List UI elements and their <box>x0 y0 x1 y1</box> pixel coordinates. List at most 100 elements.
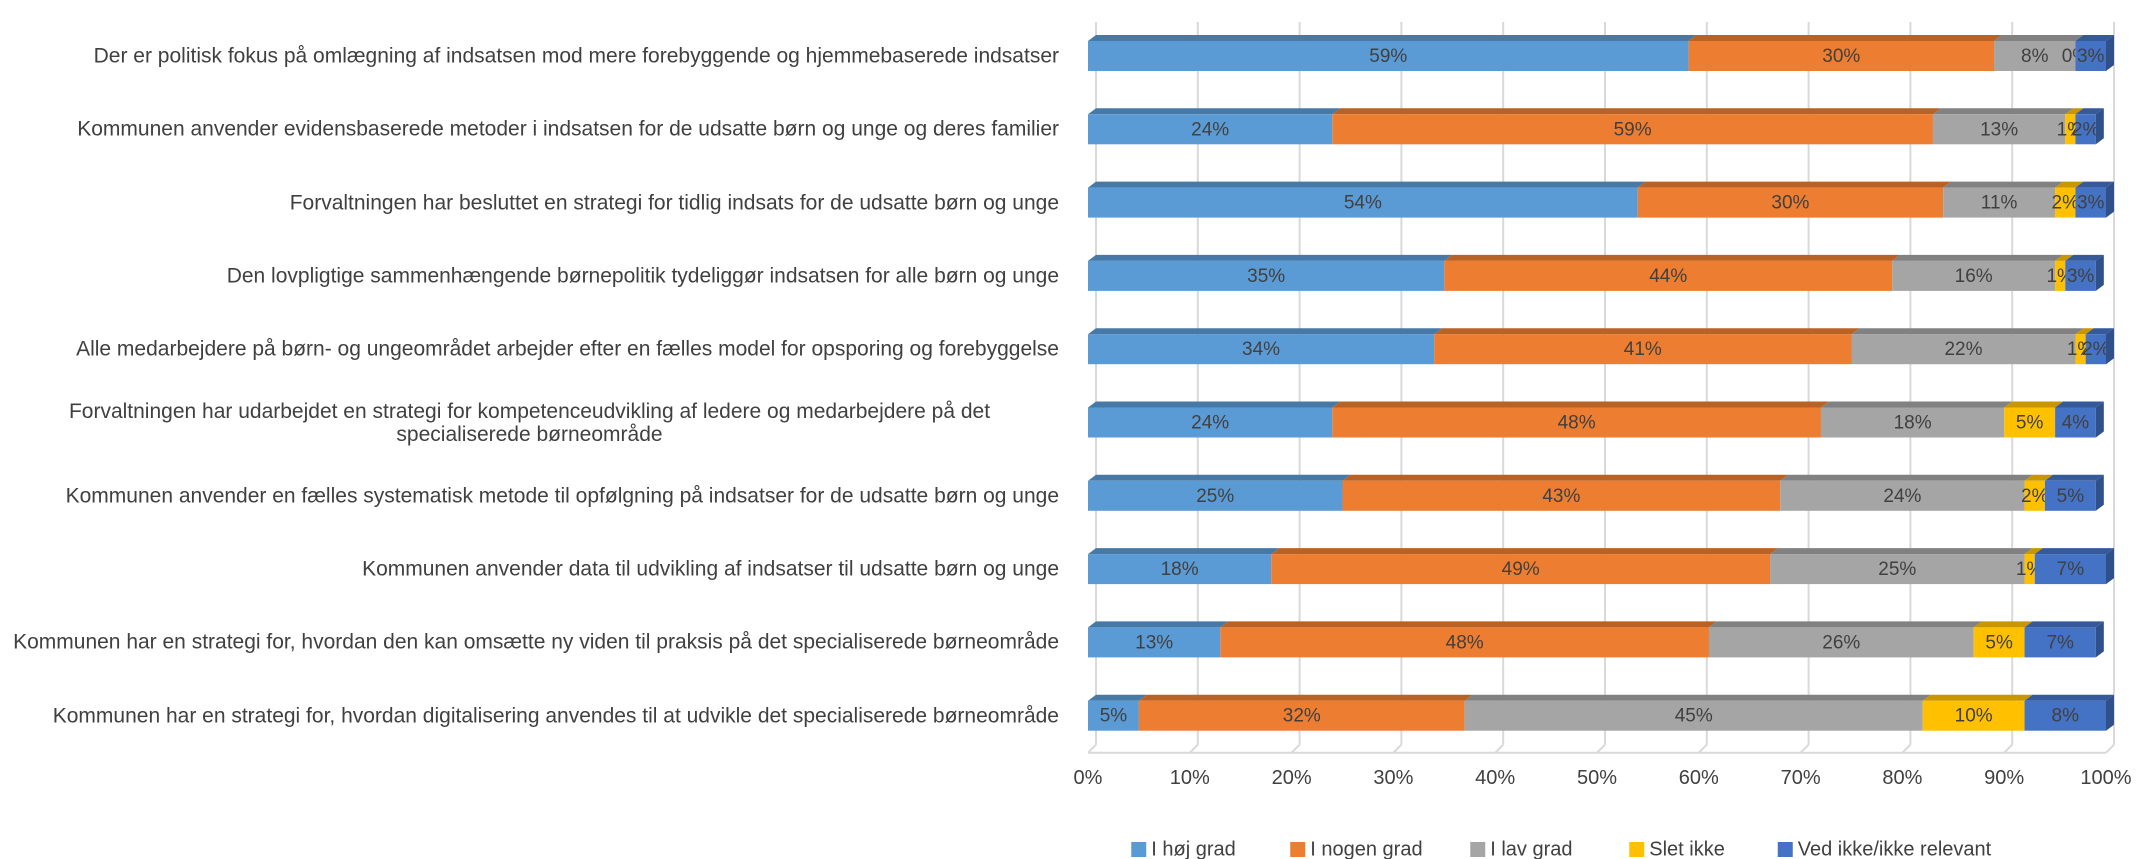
bar <box>1332 407 1821 438</box>
legend-label: I lav grad <box>1490 838 1572 859</box>
bar <box>1820 407 2005 438</box>
data-label: 48% <box>1446 632 1484 653</box>
data-label: 45% <box>1675 706 1713 727</box>
grid-floor <box>1901 743 1912 754</box>
bar-top <box>1688 35 2003 41</box>
bar <box>1932 114 2066 145</box>
x-tick-label: 80% <box>1882 767 1922 789</box>
bar <box>1088 114 1333 145</box>
data-label: 4% <box>2062 413 2090 434</box>
bar-top <box>2055 181 2084 188</box>
data-label: 18% <box>1161 559 1199 580</box>
bar <box>1943 187 2056 218</box>
bar-top <box>2065 108 2084 115</box>
bar <box>1434 334 1852 365</box>
bar-top <box>2044 474 2104 481</box>
data-label: 5% <box>2057 486 2085 507</box>
data-label: 35% <box>1247 266 1285 287</box>
x-tick-label: 70% <box>1781 767 1821 789</box>
data-label: 24% <box>1191 413 1229 434</box>
grid-floor <box>1799 743 1810 754</box>
data-label: 16% <box>1955 266 1993 287</box>
bar <box>1708 627 1974 658</box>
bar <box>2024 700 2106 731</box>
bar-top <box>1770 548 2033 555</box>
x-tick-label: 100% <box>2080 767 2131 789</box>
bar <box>1973 627 2025 658</box>
data-label: 25% <box>1878 559 1916 580</box>
bar-side <box>2106 548 2114 585</box>
bar-top <box>1708 621 1982 628</box>
bar-side <box>2095 621 2104 658</box>
grid-floor <box>2003 743 2013 754</box>
bar <box>2075 41 2106 71</box>
bar <box>1088 41 1689 71</box>
data-label: 26% <box>1822 632 1860 653</box>
grid-floor <box>1698 743 1708 754</box>
data-label: 8% <box>2021 46 2049 67</box>
data-label: 11% <box>1981 193 2018 214</box>
bar-top <box>1637 181 1952 188</box>
bar-top <box>2075 181 2114 188</box>
grid-floor <box>1087 743 1097 754</box>
data-label: 24% <box>1191 119 1229 140</box>
data-label: 13% <box>1980 119 2018 140</box>
bar <box>1851 334 2076 365</box>
legend-swatch <box>1777 842 1793 857</box>
grid-floor <box>2105 743 2115 754</box>
legend-swatch <box>1290 842 1306 857</box>
legend-label: Ved ikke/ikke relevant <box>1798 838 1992 859</box>
bar <box>1220 627 1709 658</box>
bar <box>1088 627 1221 658</box>
data-label: 59% <box>1614 119 1652 140</box>
bar <box>2085 334 2106 365</box>
data-label: 5% <box>1100 706 1128 727</box>
data-label: 59% <box>1369 46 1407 67</box>
bar-top <box>1271 548 1779 555</box>
bar-top <box>1088 254 1453 261</box>
bar <box>1088 407 1333 438</box>
bar <box>2055 187 2076 218</box>
bar <box>2024 627 2096 658</box>
data-label: 3% <box>2077 46 2105 67</box>
legend-swatch <box>1629 842 1645 857</box>
bar <box>2065 260 2096 291</box>
data-label: 25% <box>1196 486 1234 507</box>
bar-side <box>2106 35 2114 71</box>
data-label: 2% <box>2072 119 2100 140</box>
bar-top <box>1994 35 2084 41</box>
bar <box>1780 480 2025 511</box>
data-label: 3% <box>2067 266 2095 287</box>
legend-label: I nogen grad <box>1310 838 1422 859</box>
bar-top <box>1088 401 1341 408</box>
bar-top <box>1922 694 2033 701</box>
bar <box>2075 114 2096 145</box>
bar-top <box>1088 694 1147 701</box>
bar <box>2034 554 2106 585</box>
bar <box>2024 480 2045 511</box>
bar-top <box>1088 328 1443 335</box>
bar <box>1138 700 1465 731</box>
bar <box>1892 260 2056 291</box>
bar-top <box>1088 108 1341 115</box>
data-label: 49% <box>1502 559 1540 580</box>
bar-top <box>2075 108 2104 115</box>
bar <box>2024 554 2035 585</box>
grid-floor <box>1290 743 1301 754</box>
bar <box>2044 480 2096 511</box>
bar-side <box>2095 401 2104 438</box>
bar-top <box>1088 181 1646 188</box>
bar-top <box>2055 254 2074 261</box>
bar-top <box>2075 328 2094 335</box>
bar-top <box>1088 474 1351 481</box>
bar-top <box>1332 401 1829 408</box>
grid-floor <box>1494 743 1504 754</box>
data-label: 48% <box>1558 413 1596 434</box>
data-label: 30% <box>1771 193 1809 214</box>
grid-floor <box>1392 743 1403 754</box>
data-label: 34% <box>1242 339 1280 360</box>
bar-top <box>1434 328 1860 335</box>
bar <box>1088 480 1343 511</box>
bar-side <box>2106 694 2114 731</box>
x-tick-label: 10% <box>1170 767 1210 789</box>
